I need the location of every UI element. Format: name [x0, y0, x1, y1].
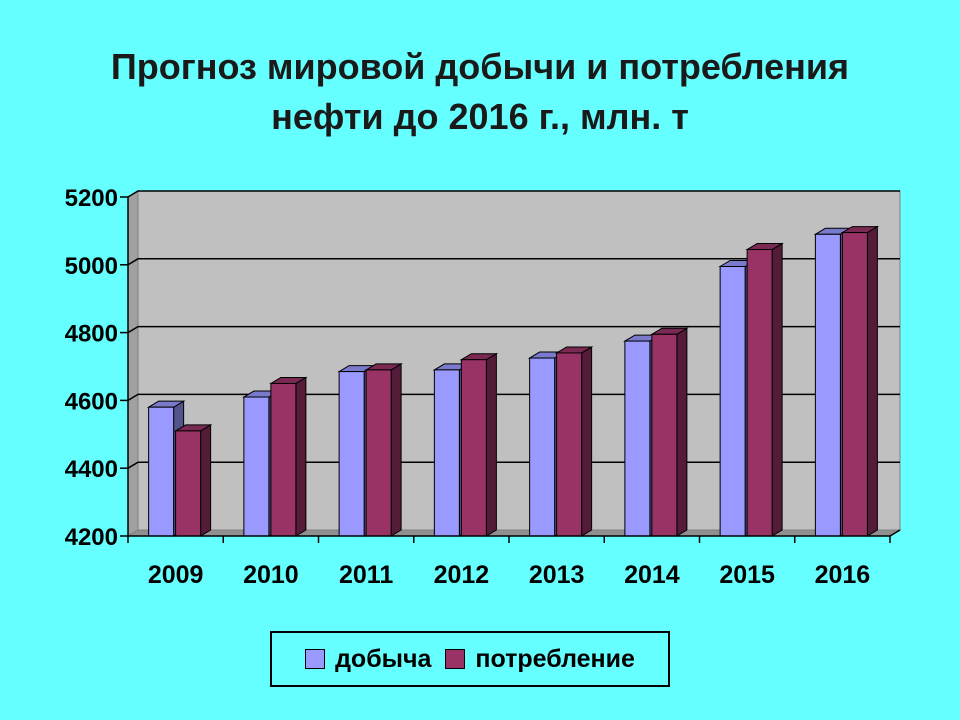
y-tick-label: 4400 [65, 456, 118, 483]
gridline [127, 258, 900, 266]
gridline [127, 190, 900, 198]
x-tick-label: 2011 [339, 561, 393, 589]
gridline [127, 325, 900, 334]
legend-label-consumption: потребление [475, 644, 635, 673]
x-tick-label: 2013 [529, 561, 585, 589]
bar-consumption-2011 [364, 363, 403, 537]
y-tick-label: 4800 [65, 321, 118, 348]
bar-consumption-2010 [269, 376, 308, 537]
x-tick-label: 2009 [148, 561, 204, 589]
y-tick-label: 5000 [65, 253, 118, 280]
bar-consumption-2013 [554, 346, 594, 537]
x-tick-label: 2015 [719, 561, 775, 589]
legend: добыча потребление [270, 631, 670, 687]
x-tick-label: 2012 [434, 561, 490, 589]
bar-consumption-2009 [173, 424, 213, 537]
legend-swatch-production [305, 649, 326, 669]
chart-title: Прогноз мировой добычи и потребления неф… [0, 42, 960, 142]
bar-consumption-2015 [745, 242, 784, 537]
title-line-1: Прогноз мировой добычи и потребления [110, 46, 850, 87]
x-tick-label: 2010 [243, 561, 299, 589]
legend-swatch-consumption [445, 649, 466, 669]
legend-label-production: добыча [335, 644, 432, 673]
bar-consumption-2016 [840, 225, 880, 537]
y-tick-label: 4600 [65, 388, 118, 415]
bar-consumption-2014 [650, 327, 689, 537]
title-line-2: нефти до 2016 г., млн. т [271, 96, 689, 137]
x-tick-label: 2014 [624, 561, 680, 589]
x-axis-depth [889, 529, 901, 537]
legend-item-consumption: потребление [445, 645, 635, 674]
x-tick-label: 2016 [815, 561, 871, 589]
y-tick-label: 5200 [65, 185, 118, 212]
legend-item-production: добыча [305, 645, 431, 674]
plot-area-side-wall [127, 190, 139, 537]
bar-consumption-2012 [459, 352, 499, 537]
y-tick-label: 4200 [65, 524, 118, 551]
